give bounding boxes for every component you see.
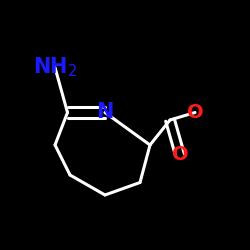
Text: NH$_2$: NH$_2$ — [33, 56, 77, 79]
Text: O: O — [187, 103, 203, 122]
Text: N: N — [96, 102, 114, 122]
Text: O: O — [172, 146, 188, 165]
